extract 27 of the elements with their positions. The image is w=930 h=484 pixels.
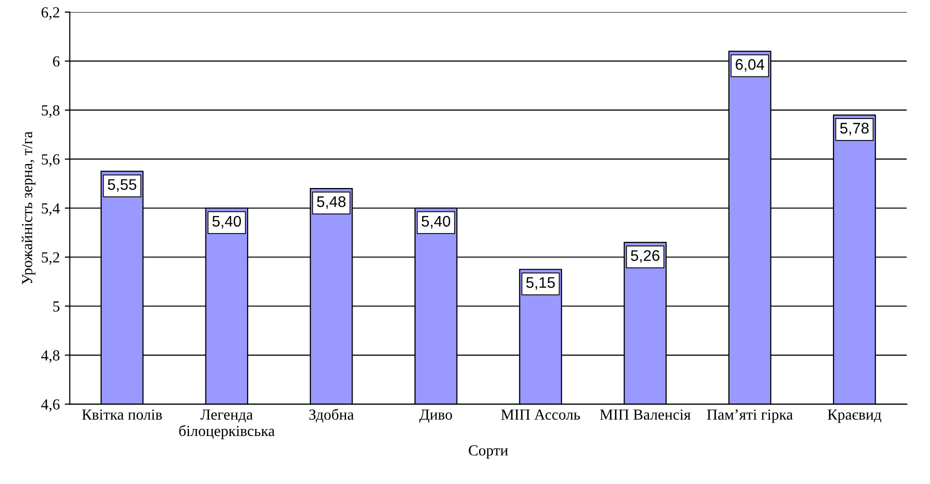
x-tick-label: Квітка полів [82, 409, 162, 420]
x-tick-label: МІП Ассоль [501, 410, 580, 420]
y-tick-label: 4,8 [41, 350, 60, 363]
data-label: 5,40 [422, 216, 450, 228]
data-label: 5,55 [108, 179, 136, 192]
x-tick-label: Краєвид [828, 410, 882, 423]
data-label: 5,48 [317, 196, 346, 209]
x-tick-label: Диво [419, 410, 452, 423]
x-tick-label: МІП Валенсія [600, 409, 691, 420]
y-tick-label: 6,2 [42, 7, 60, 20]
x-tick-label: Легенда білоцерківська [179, 410, 275, 440]
y-tick-label: 5,2 [42, 252, 60, 265]
data-label: 5,15 [526, 277, 555, 290]
y-tick-label: 5,8 [42, 105, 60, 118]
data-label: 5,26 [630, 250, 660, 263]
y-tick-label: 4,6 [41, 399, 60, 412]
x-axis-title: Сорти [468, 445, 508, 459]
data-label: 6,04 [736, 59, 764, 72]
y-tick-label: 5,6 [42, 154, 60, 167]
y-axis-title: Урожайність зерна, т/га [22, 132, 36, 284]
y-tick-label: 5 [53, 301, 60, 312]
x-tick-label: Здобна [309, 408, 354, 423]
x-tick-label: Пам’яті гірка [707, 409, 793, 423]
y-tick-label: 5,4 [42, 203, 60, 216]
data-label: 5,78 [840, 122, 869, 136]
data-label: 5,40 [212, 216, 241, 228]
y-tick-label: 6 [53, 56, 60, 67]
